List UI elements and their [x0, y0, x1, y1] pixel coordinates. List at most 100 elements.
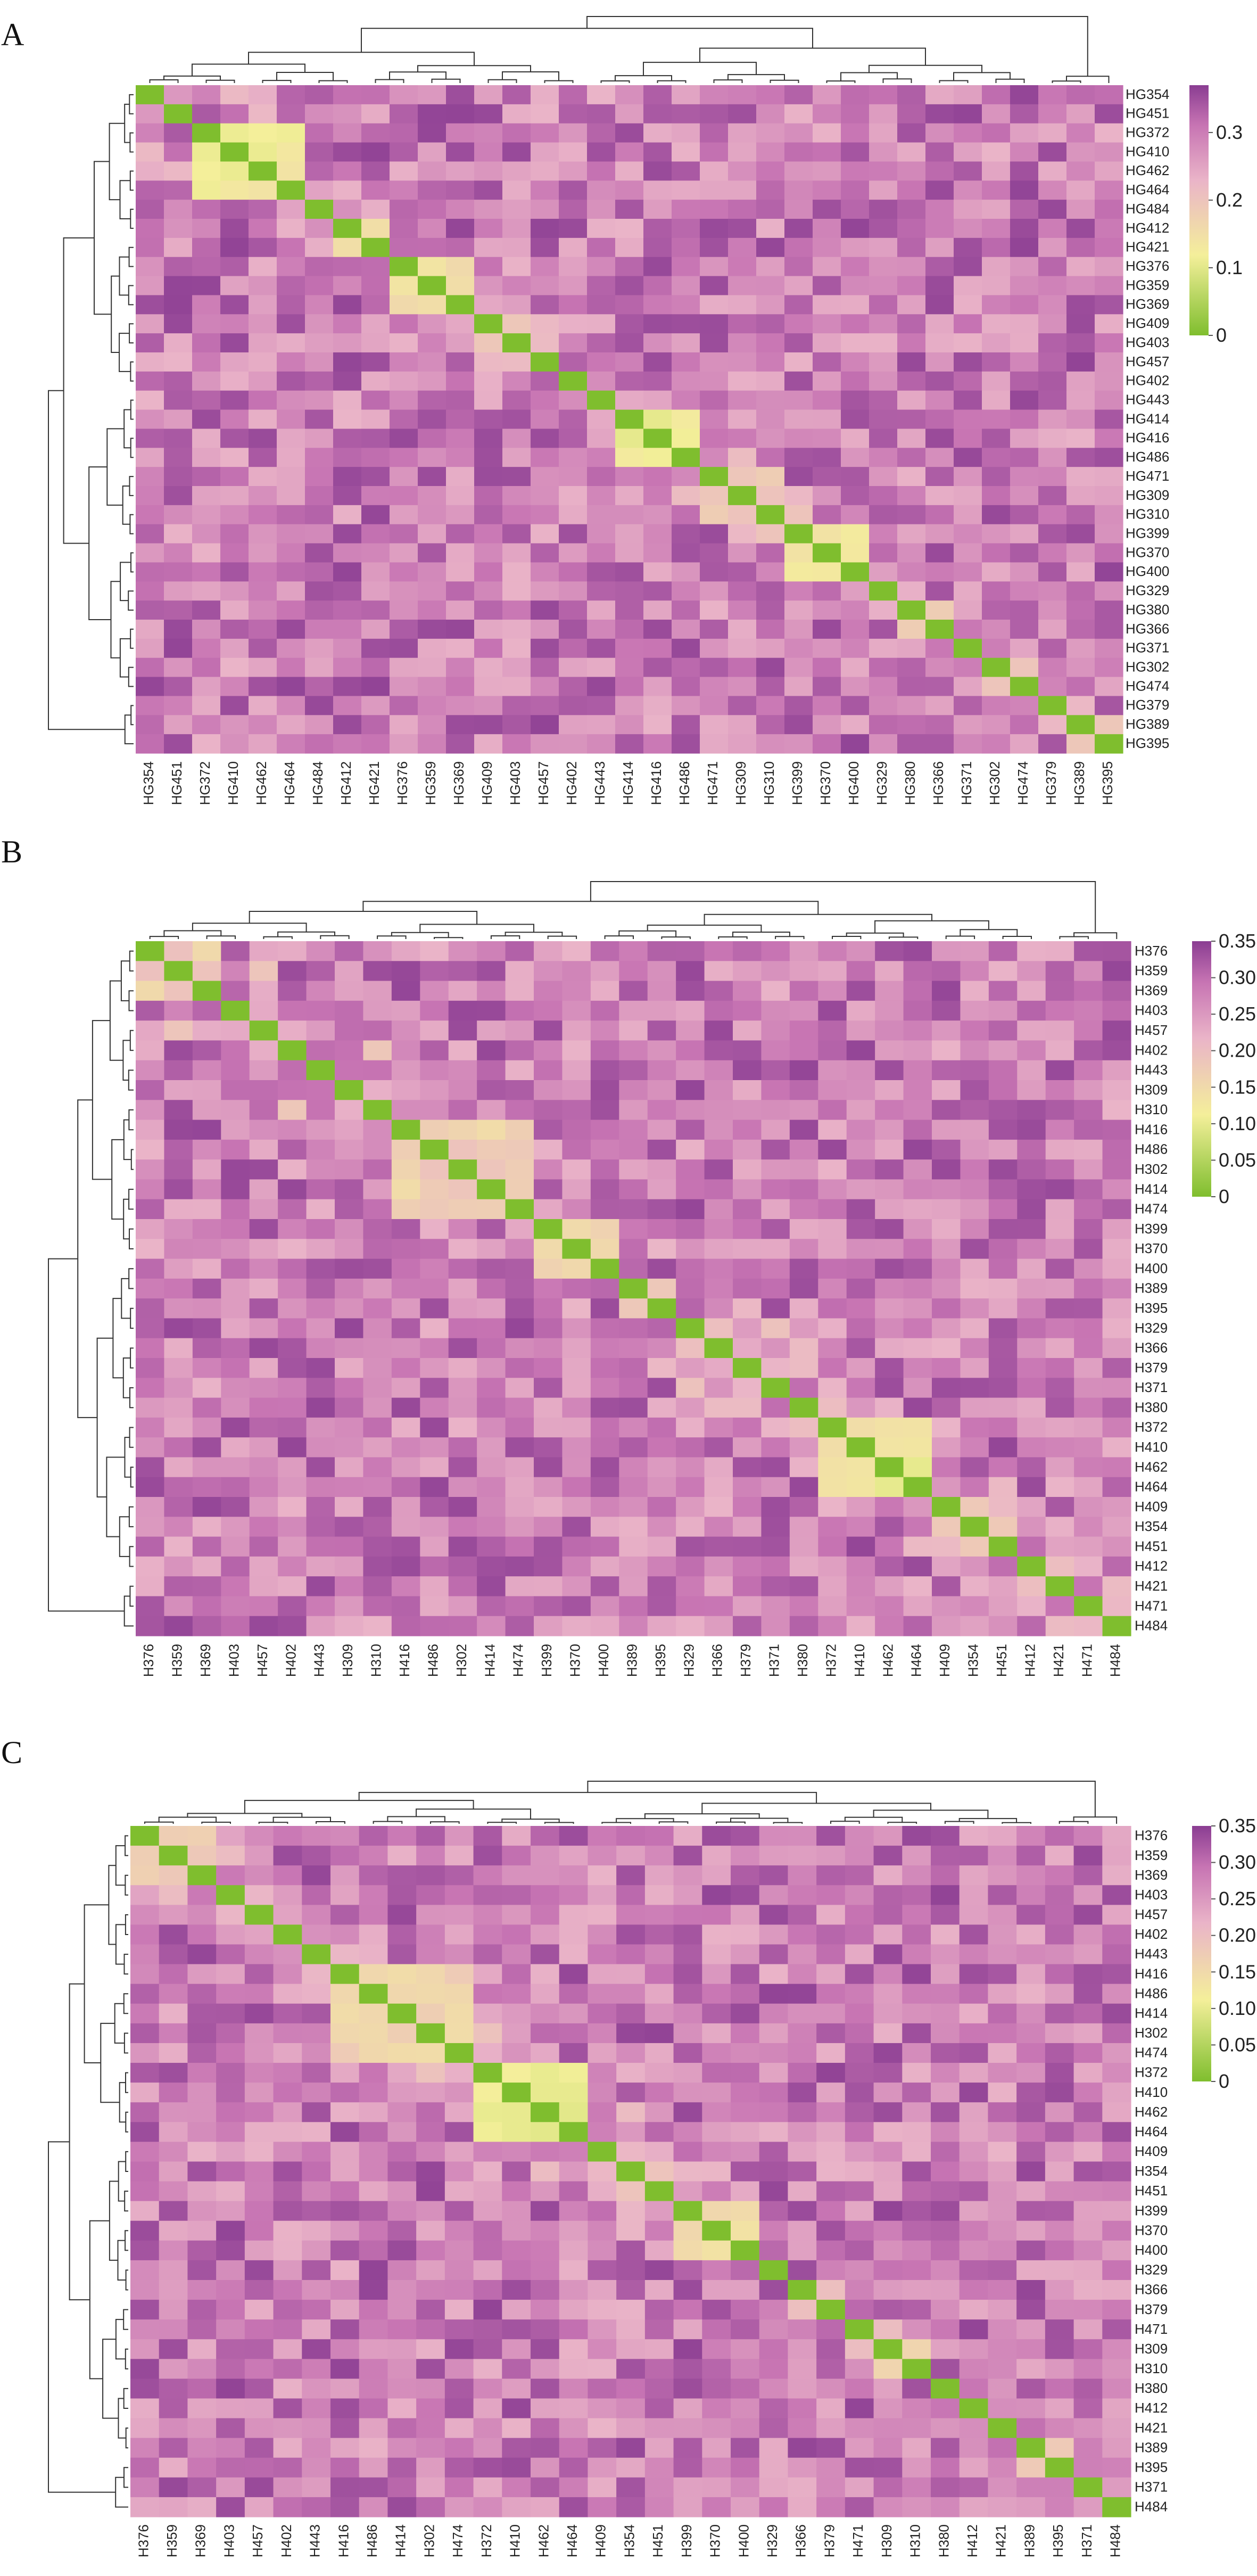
row-label: HG443: [1126, 392, 1169, 408]
column-label: H414: [482, 1644, 498, 1677]
heatmap-cell: [672, 333, 700, 353]
heatmap-cell: [988, 1616, 1018, 1636]
heatmap-cell: [221, 1219, 250, 1239]
heatmap-cell: [756, 295, 785, 315]
heatmap-cell: [416, 1846, 445, 1866]
column-label: H380: [936, 2524, 952, 2557]
heatmap-cell: [813, 180, 841, 200]
heatmap-cell: [1095, 600, 1123, 620]
heatmap-cell: [902, 2497, 931, 2517]
heatmap-cell: [761, 1338, 790, 1359]
heatmap-cell: [590, 1576, 619, 1597]
heatmap-cell: [700, 734, 729, 754]
heatmap-cell: [728, 657, 757, 678]
heatmap-cell: [988, 2240, 1017, 2261]
heatmap-cell: [845, 2122, 874, 2142]
heatmap-cell: [531, 2220, 560, 2241]
dendrogram-branch: [320, 935, 350, 939]
heatmap-cell: [249, 524, 277, 544]
heatmap-cell: [816, 1846, 846, 1866]
column-label: H486: [425, 1644, 441, 1677]
dendrogram-branch: [48, 1258, 125, 1612]
heatmap-cell: [448, 1278, 477, 1299]
heatmap-cell: [902, 2003, 931, 2024]
heatmap-cell: [446, 600, 475, 620]
heatmap-cell: [784, 314, 813, 334]
heatmap-cell: [759, 2083, 789, 2103]
heatmap-cell: [390, 352, 418, 372]
heatmap-cell: [902, 2339, 931, 2359]
heatmap-cell: [1066, 505, 1095, 525]
heatmap-cell: [418, 180, 446, 200]
heatmap-cell: [1045, 1219, 1074, 1239]
heatmap-cell: [733, 1318, 762, 1339]
heatmap-cell: [982, 104, 1011, 124]
heatmap-cell: [925, 562, 954, 582]
heatmap-cell: [702, 2063, 731, 2083]
heatmap-cell: [361, 562, 390, 582]
heatmap-cell: [505, 1120, 534, 1140]
heatmap-cell: [502, 200, 531, 219]
heatmap-cell: [875, 1596, 904, 1617]
column-label: H457: [254, 1644, 270, 1677]
heatmap-cell: [676, 1536, 705, 1557]
heatmap-cell: [1073, 2240, 1103, 2261]
heatmap-cell: [960, 1298, 989, 1319]
dendrogram-branch: [1002, 936, 1032, 939]
heatmap-cell: [361, 734, 390, 754]
heatmap-cell: [249, 981, 278, 1001]
heatmap-cell: [244, 2497, 274, 2517]
heatmap-cell: [845, 2457, 874, 2478]
heatmap-cell: [420, 941, 449, 961]
heatmap-cell: [502, 2279, 531, 2300]
heatmap-cell: [784, 276, 813, 296]
heatmap-cell: [676, 1060, 705, 1081]
heatmap-cell: [846, 1457, 875, 1478]
heatmap-cell: [731, 2319, 760, 2340]
heatmap-cell: [159, 2161, 188, 2182]
heatmap-cell: [644, 1924, 674, 1945]
heatmap-cell: [244, 2063, 274, 2083]
heatmap-cell: [644, 2003, 674, 2024]
column-label: HG400: [846, 761, 862, 805]
heatmap-cell: [1074, 1139, 1103, 1160]
heatmap-cell: [954, 620, 982, 639]
heatmap-cell: [845, 2083, 874, 2103]
heatmap-cell: [931, 1984, 960, 2004]
heatmap-cell: [731, 2398, 760, 2419]
heatmap-cell: [1017, 1576, 1046, 1597]
heatmap-cell: [1102, 1278, 1131, 1299]
heatmap-cell: [136, 1139, 165, 1160]
heatmap-cell: [841, 734, 870, 754]
heatmap-cell: [221, 941, 250, 961]
heatmap-cell: [590, 1477, 619, 1497]
heatmap-cell: [534, 1576, 563, 1597]
heatmap-cell: [959, 1846, 989, 1866]
heatmap-cell: [818, 1616, 847, 1636]
heatmap-cell: [502, 677, 531, 697]
heatmap-cell: [164, 562, 193, 582]
heatmap-cell: [420, 1159, 449, 1180]
heatmap-cell: [761, 941, 790, 961]
heatmap-cell: [931, 2063, 960, 2083]
heatmap-cell: [756, 429, 785, 448]
row-label: H464: [1135, 1479, 1168, 1495]
heatmap-cell: [643, 734, 672, 754]
heatmap-cell: [1102, 1865, 1131, 1886]
heatmap-cell: [873, 2161, 903, 2182]
heatmap-cell: [192, 1000, 221, 1021]
heatmap-cell: [1016, 2398, 1046, 2419]
heatmap-cell: [988, 2260, 1017, 2281]
heatmap-cell: [647, 1536, 676, 1557]
heatmap-cell: [192, 715, 221, 735]
heatmap-cell: [590, 1417, 619, 1438]
heatmap-cell: [192, 85, 221, 105]
heatmap-cell: [784, 219, 813, 238]
heatmap-cell: [473, 1905, 502, 1925]
heatmap-cell: [416, 2142, 445, 2162]
heatmap-cell: [788, 1924, 817, 1945]
heatmap-cell: [588, 2418, 617, 2439]
heatmap-cell: [361, 696, 390, 715]
heatmap-cell: [873, 2359, 903, 2379]
heatmap-cell: [676, 1120, 705, 1140]
